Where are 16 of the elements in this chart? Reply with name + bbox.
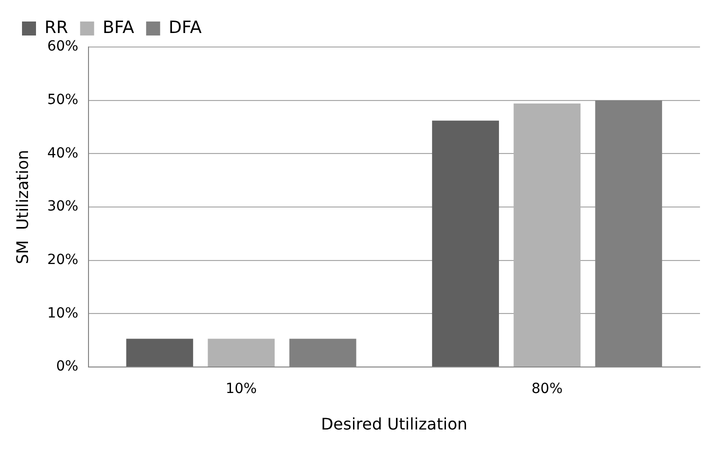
legend-label: DFA xyxy=(168,18,202,38)
x-tick-label: 80% xyxy=(532,381,563,398)
y-tick-label: 60% xyxy=(47,38,78,55)
y-tick-label: 20% xyxy=(47,252,78,268)
legend-label: RR xyxy=(44,18,68,38)
y-tick-label: 50% xyxy=(47,92,78,108)
y-tick-label: 10% xyxy=(47,305,78,322)
y-tick-label: 0% xyxy=(56,358,78,375)
y-axis-title: SM Utilization xyxy=(12,150,32,264)
legend-label: BFA xyxy=(102,18,135,38)
x-axis-title: Desired Utilization xyxy=(320,414,468,434)
bar xyxy=(126,338,194,366)
y-tick-label: 30% xyxy=(47,198,78,215)
bar xyxy=(432,120,499,366)
bar xyxy=(208,338,275,366)
y-tick-label: 40% xyxy=(47,145,78,162)
